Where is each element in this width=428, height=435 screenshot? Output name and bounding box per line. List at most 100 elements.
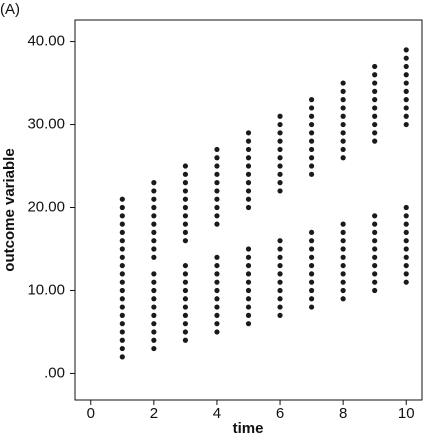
point xyxy=(245,196,252,202)
point xyxy=(403,271,409,277)
point xyxy=(245,279,252,285)
point xyxy=(151,246,157,252)
point xyxy=(182,312,189,318)
point xyxy=(245,321,252,327)
point xyxy=(372,72,378,78)
point xyxy=(277,254,283,260)
point xyxy=(245,163,252,169)
point xyxy=(245,155,252,161)
y-tick-label: 30.00 xyxy=(27,116,65,133)
point xyxy=(245,204,252,211)
point xyxy=(245,188,252,194)
point xyxy=(119,287,125,294)
point xyxy=(308,155,315,161)
point xyxy=(119,196,125,202)
point xyxy=(182,279,189,285)
point xyxy=(340,271,346,277)
point xyxy=(214,196,220,202)
y-tick-label: 20.00 xyxy=(27,198,65,215)
point xyxy=(308,146,315,153)
point xyxy=(372,271,378,277)
point xyxy=(151,296,157,302)
point xyxy=(403,221,409,227)
point xyxy=(372,229,378,236)
point xyxy=(151,188,157,194)
point xyxy=(403,55,409,61)
point xyxy=(214,321,220,327)
x-tick-label: 0 xyxy=(87,405,95,422)
point xyxy=(182,171,189,177)
point xyxy=(245,304,252,310)
point xyxy=(372,238,378,244)
point xyxy=(214,221,220,227)
point xyxy=(340,80,346,86)
point xyxy=(119,345,125,352)
point xyxy=(372,63,378,70)
point xyxy=(182,287,189,294)
point xyxy=(372,262,378,269)
point xyxy=(214,213,220,219)
point xyxy=(214,204,220,211)
point xyxy=(182,271,189,277)
point xyxy=(182,196,189,202)
point xyxy=(214,146,220,153)
point xyxy=(372,80,378,86)
point xyxy=(403,213,409,219)
point xyxy=(340,262,346,269)
x-tick-label: 4 xyxy=(213,405,221,422)
point xyxy=(308,229,315,236)
point xyxy=(151,180,157,186)
point xyxy=(372,121,378,128)
point xyxy=(372,279,378,285)
y-tick-label: .00 xyxy=(44,364,65,381)
point xyxy=(119,321,125,327)
point xyxy=(372,105,378,111)
point xyxy=(151,229,157,236)
point xyxy=(277,113,283,119)
point xyxy=(119,304,125,310)
point xyxy=(403,105,409,111)
point xyxy=(245,254,252,260)
point xyxy=(403,113,409,119)
point xyxy=(277,146,283,153)
point xyxy=(214,188,220,194)
point xyxy=(151,213,157,219)
point xyxy=(308,287,315,294)
point xyxy=(372,97,378,103)
point xyxy=(151,279,157,285)
point xyxy=(372,221,378,227)
point xyxy=(119,329,125,335)
point xyxy=(277,163,283,169)
point xyxy=(372,246,378,252)
point xyxy=(277,279,283,285)
point xyxy=(151,312,157,318)
point xyxy=(372,254,378,260)
point xyxy=(277,296,283,302)
point xyxy=(151,271,157,277)
point xyxy=(308,138,315,144)
point xyxy=(182,321,189,327)
point xyxy=(403,279,409,285)
point xyxy=(245,180,252,186)
point xyxy=(403,47,409,53)
point xyxy=(182,296,189,302)
point xyxy=(151,321,157,327)
point xyxy=(308,130,315,136)
point xyxy=(151,304,157,310)
point xyxy=(245,130,252,136)
point xyxy=(277,287,283,294)
point xyxy=(403,121,409,128)
point xyxy=(308,271,315,277)
point xyxy=(372,88,378,94)
point xyxy=(182,262,189,269)
point xyxy=(277,180,283,186)
point xyxy=(308,279,315,285)
point xyxy=(340,88,346,94)
point xyxy=(119,262,125,269)
point xyxy=(119,213,125,219)
point xyxy=(277,262,283,269)
point xyxy=(308,97,315,103)
point xyxy=(308,296,315,302)
y-tick-label: 10.00 xyxy=(27,281,65,298)
point xyxy=(151,329,157,335)
